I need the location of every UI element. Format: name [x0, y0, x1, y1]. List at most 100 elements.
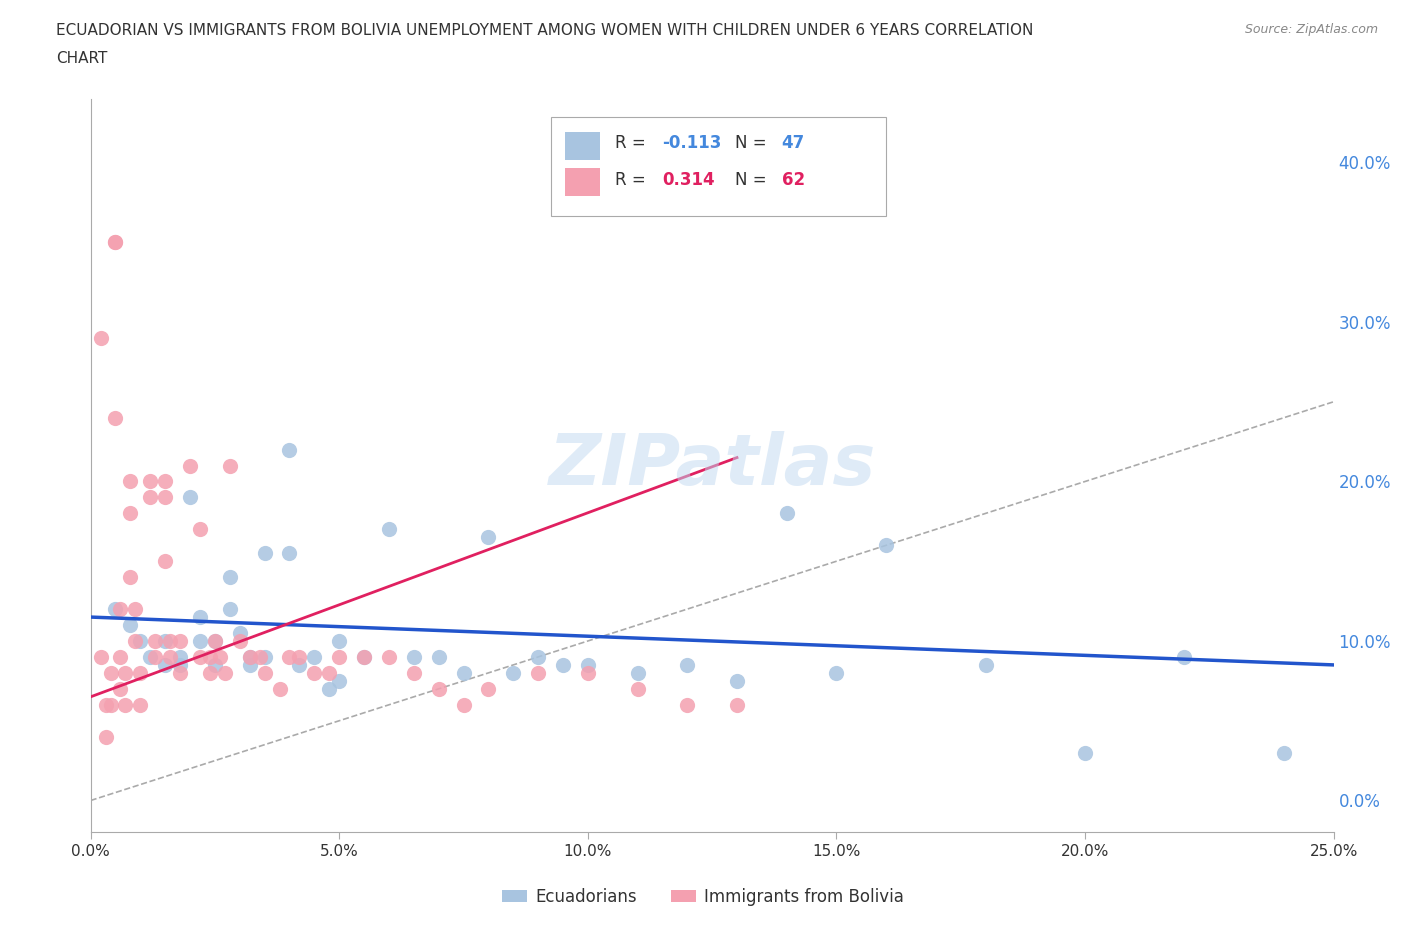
Point — [218, 602, 240, 617]
Point — [90, 330, 112, 345]
Point — [239, 658, 262, 672]
Point — [214, 666, 236, 681]
Point — [120, 618, 142, 632]
Point — [104, 410, 127, 425]
Point — [169, 658, 191, 672]
Point — [626, 682, 648, 697]
Point — [378, 649, 401, 664]
Text: CHART: CHART — [56, 51, 108, 66]
Point — [139, 490, 162, 505]
FancyBboxPatch shape — [565, 132, 600, 160]
Point — [120, 506, 142, 521]
Point — [94, 729, 117, 744]
Point — [725, 673, 748, 688]
Point — [120, 474, 142, 489]
Point — [253, 666, 276, 681]
Point — [288, 649, 311, 664]
Point — [188, 633, 211, 648]
Point — [527, 649, 550, 664]
Point — [278, 546, 301, 561]
Point — [94, 698, 117, 712]
Point — [169, 666, 191, 681]
Point — [204, 658, 226, 672]
Point — [179, 458, 201, 473]
Point — [288, 658, 311, 672]
Text: ECUADORIAN VS IMMIGRANTS FROM BOLIVIA UNEMPLOYMENT AMONG WOMEN WITH CHILDREN UND: ECUADORIAN VS IMMIGRANTS FROM BOLIVIA UN… — [56, 23, 1033, 38]
Point — [304, 666, 326, 681]
Point — [110, 649, 132, 664]
Text: 62: 62 — [782, 171, 804, 189]
Point — [169, 633, 191, 648]
Point — [100, 666, 122, 681]
Point — [104, 234, 127, 249]
Point — [114, 698, 136, 712]
Point — [100, 698, 122, 712]
Point — [218, 458, 240, 473]
Point — [129, 633, 152, 648]
Point — [239, 649, 262, 664]
Point — [143, 633, 166, 648]
Point — [204, 633, 226, 648]
Point — [353, 649, 375, 664]
Point — [129, 666, 152, 681]
Point — [551, 658, 574, 672]
Point — [129, 698, 152, 712]
Point — [253, 649, 276, 664]
Legend: Ecuadorians, Immigrants from Bolivia: Ecuadorians, Immigrants from Bolivia — [495, 881, 911, 912]
Point — [676, 698, 699, 712]
Point — [188, 649, 211, 664]
Point — [1074, 745, 1097, 760]
Point — [875, 538, 897, 552]
Point — [427, 649, 450, 664]
Point — [453, 698, 475, 712]
Point — [218, 570, 240, 585]
Point — [110, 602, 132, 617]
Point — [198, 666, 221, 681]
Point — [124, 602, 146, 617]
Point — [90, 649, 112, 664]
Point — [204, 633, 226, 648]
Point — [676, 658, 699, 672]
FancyBboxPatch shape — [551, 117, 886, 216]
Point — [402, 666, 425, 681]
Text: -0.113: -0.113 — [662, 135, 721, 153]
Point — [278, 649, 301, 664]
Point — [576, 666, 599, 681]
Text: N =: N = — [734, 171, 772, 189]
Point — [198, 649, 221, 664]
Text: R =: R = — [616, 171, 651, 189]
Point — [725, 698, 748, 712]
Point — [253, 546, 276, 561]
Point — [153, 490, 176, 505]
Point — [453, 666, 475, 681]
Point — [229, 626, 252, 641]
Point — [328, 633, 350, 648]
Point — [110, 682, 132, 697]
Text: 47: 47 — [782, 135, 806, 153]
FancyBboxPatch shape — [565, 168, 600, 196]
Point — [776, 506, 799, 521]
Point — [477, 682, 499, 697]
Point — [318, 682, 340, 697]
Point — [249, 649, 271, 664]
Point — [269, 682, 291, 697]
Point — [139, 474, 162, 489]
Point — [188, 522, 211, 537]
Point — [402, 649, 425, 664]
Point — [153, 553, 176, 568]
Point — [153, 474, 176, 489]
Point — [318, 666, 340, 681]
Point — [104, 602, 127, 617]
Point — [477, 530, 499, 545]
Point — [1272, 745, 1295, 760]
Point — [239, 649, 262, 664]
Point — [153, 658, 176, 672]
Point — [188, 610, 211, 625]
Point — [328, 673, 350, 688]
Point — [527, 666, 550, 681]
Point — [1173, 649, 1195, 664]
Point — [179, 490, 201, 505]
Point — [120, 570, 142, 585]
Text: ZIPatlas: ZIPatlas — [548, 431, 876, 500]
Point — [124, 633, 146, 648]
